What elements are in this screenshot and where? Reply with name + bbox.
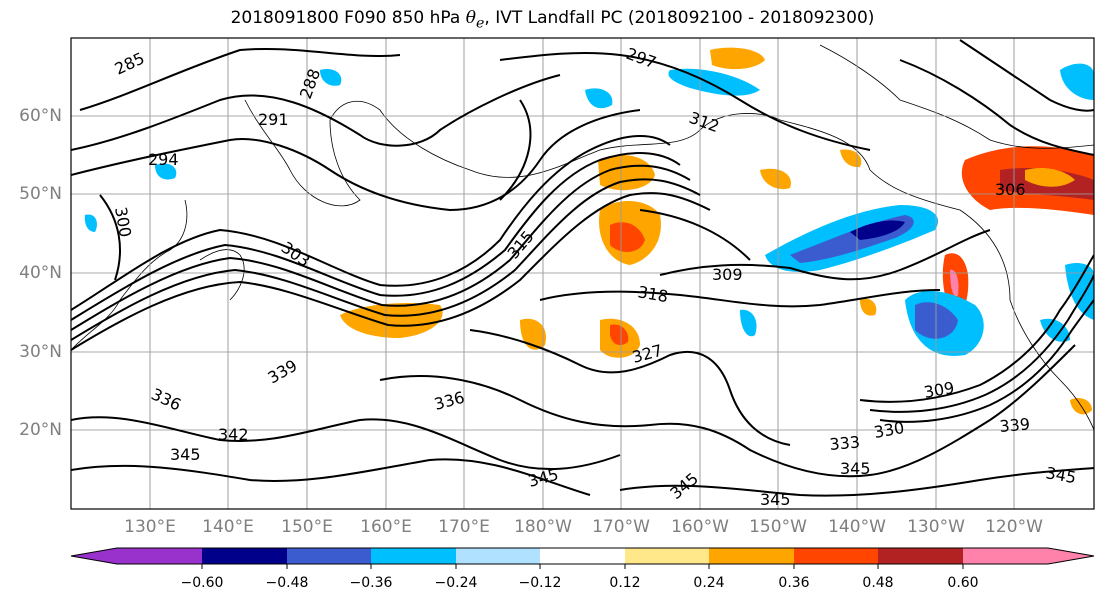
contour-label: 339 xyxy=(999,414,1031,436)
colorbar-tick-label: −0.12 xyxy=(518,575,562,591)
lon-label: 150°W xyxy=(749,517,807,537)
colorbar-tick-label: −0.48 xyxy=(265,575,309,591)
colorbar-tick-label: 0.12 xyxy=(609,575,641,591)
pc-shading xyxy=(84,47,1094,415)
contour-label: 291 xyxy=(258,110,289,129)
contour-label: 309 xyxy=(712,265,743,284)
colorbar-tick-label: −0.24 xyxy=(434,575,478,591)
lon-label: 180°W xyxy=(514,517,572,537)
colorbar-tick-label: 0.36 xyxy=(778,575,810,591)
lat-label: 60°N xyxy=(19,106,62,126)
contour-label: 345 xyxy=(170,445,201,464)
lon-label: 160°W xyxy=(671,517,729,537)
contour-label: 306 xyxy=(995,180,1026,199)
graticule xyxy=(71,38,1094,509)
lon-label: 170°W xyxy=(592,517,650,537)
lat-label: 50°N xyxy=(19,184,62,204)
contour-label: 345 xyxy=(760,490,791,509)
lat-label: 30°N xyxy=(19,342,62,362)
lon-label: 140°E xyxy=(202,517,254,537)
lon-label: 140°W xyxy=(828,517,886,537)
theta-e-contours xyxy=(71,39,1094,497)
colorbar-tick-label: 0.24 xyxy=(693,575,725,591)
map-frame xyxy=(70,37,1095,510)
lon-label: 120°W xyxy=(985,517,1043,537)
lon-label: 130°E xyxy=(124,517,176,537)
colorbar-extend-max xyxy=(1048,548,1094,564)
contour-label: 342 xyxy=(218,425,249,444)
contour-label: 294 xyxy=(148,150,179,169)
colorbar-tick-label: 0.60 xyxy=(947,575,979,591)
colorbar-extend-min xyxy=(71,548,117,564)
lat-label: 40°N xyxy=(19,263,62,283)
colorbar-tick-label: −0.36 xyxy=(349,575,393,591)
colorbar-tick-label: 0.48 xyxy=(862,575,894,591)
contour-label: 333 xyxy=(829,432,861,454)
lat-label: 20°N xyxy=(19,420,62,440)
colorbar xyxy=(70,547,1095,569)
map-title: 2018091800 F090 850 hPa θe, IVT Landfall… xyxy=(230,8,875,32)
lon-label: 130°W xyxy=(907,517,965,537)
lon-label: 150°E xyxy=(281,517,333,537)
lon-label: 170°E xyxy=(438,517,490,537)
contour-label: 345 xyxy=(840,459,871,478)
lon-label: 160°E xyxy=(360,517,412,537)
colorbar-tick-label: −0.60 xyxy=(180,575,224,591)
coastlines xyxy=(71,44,1094,431)
